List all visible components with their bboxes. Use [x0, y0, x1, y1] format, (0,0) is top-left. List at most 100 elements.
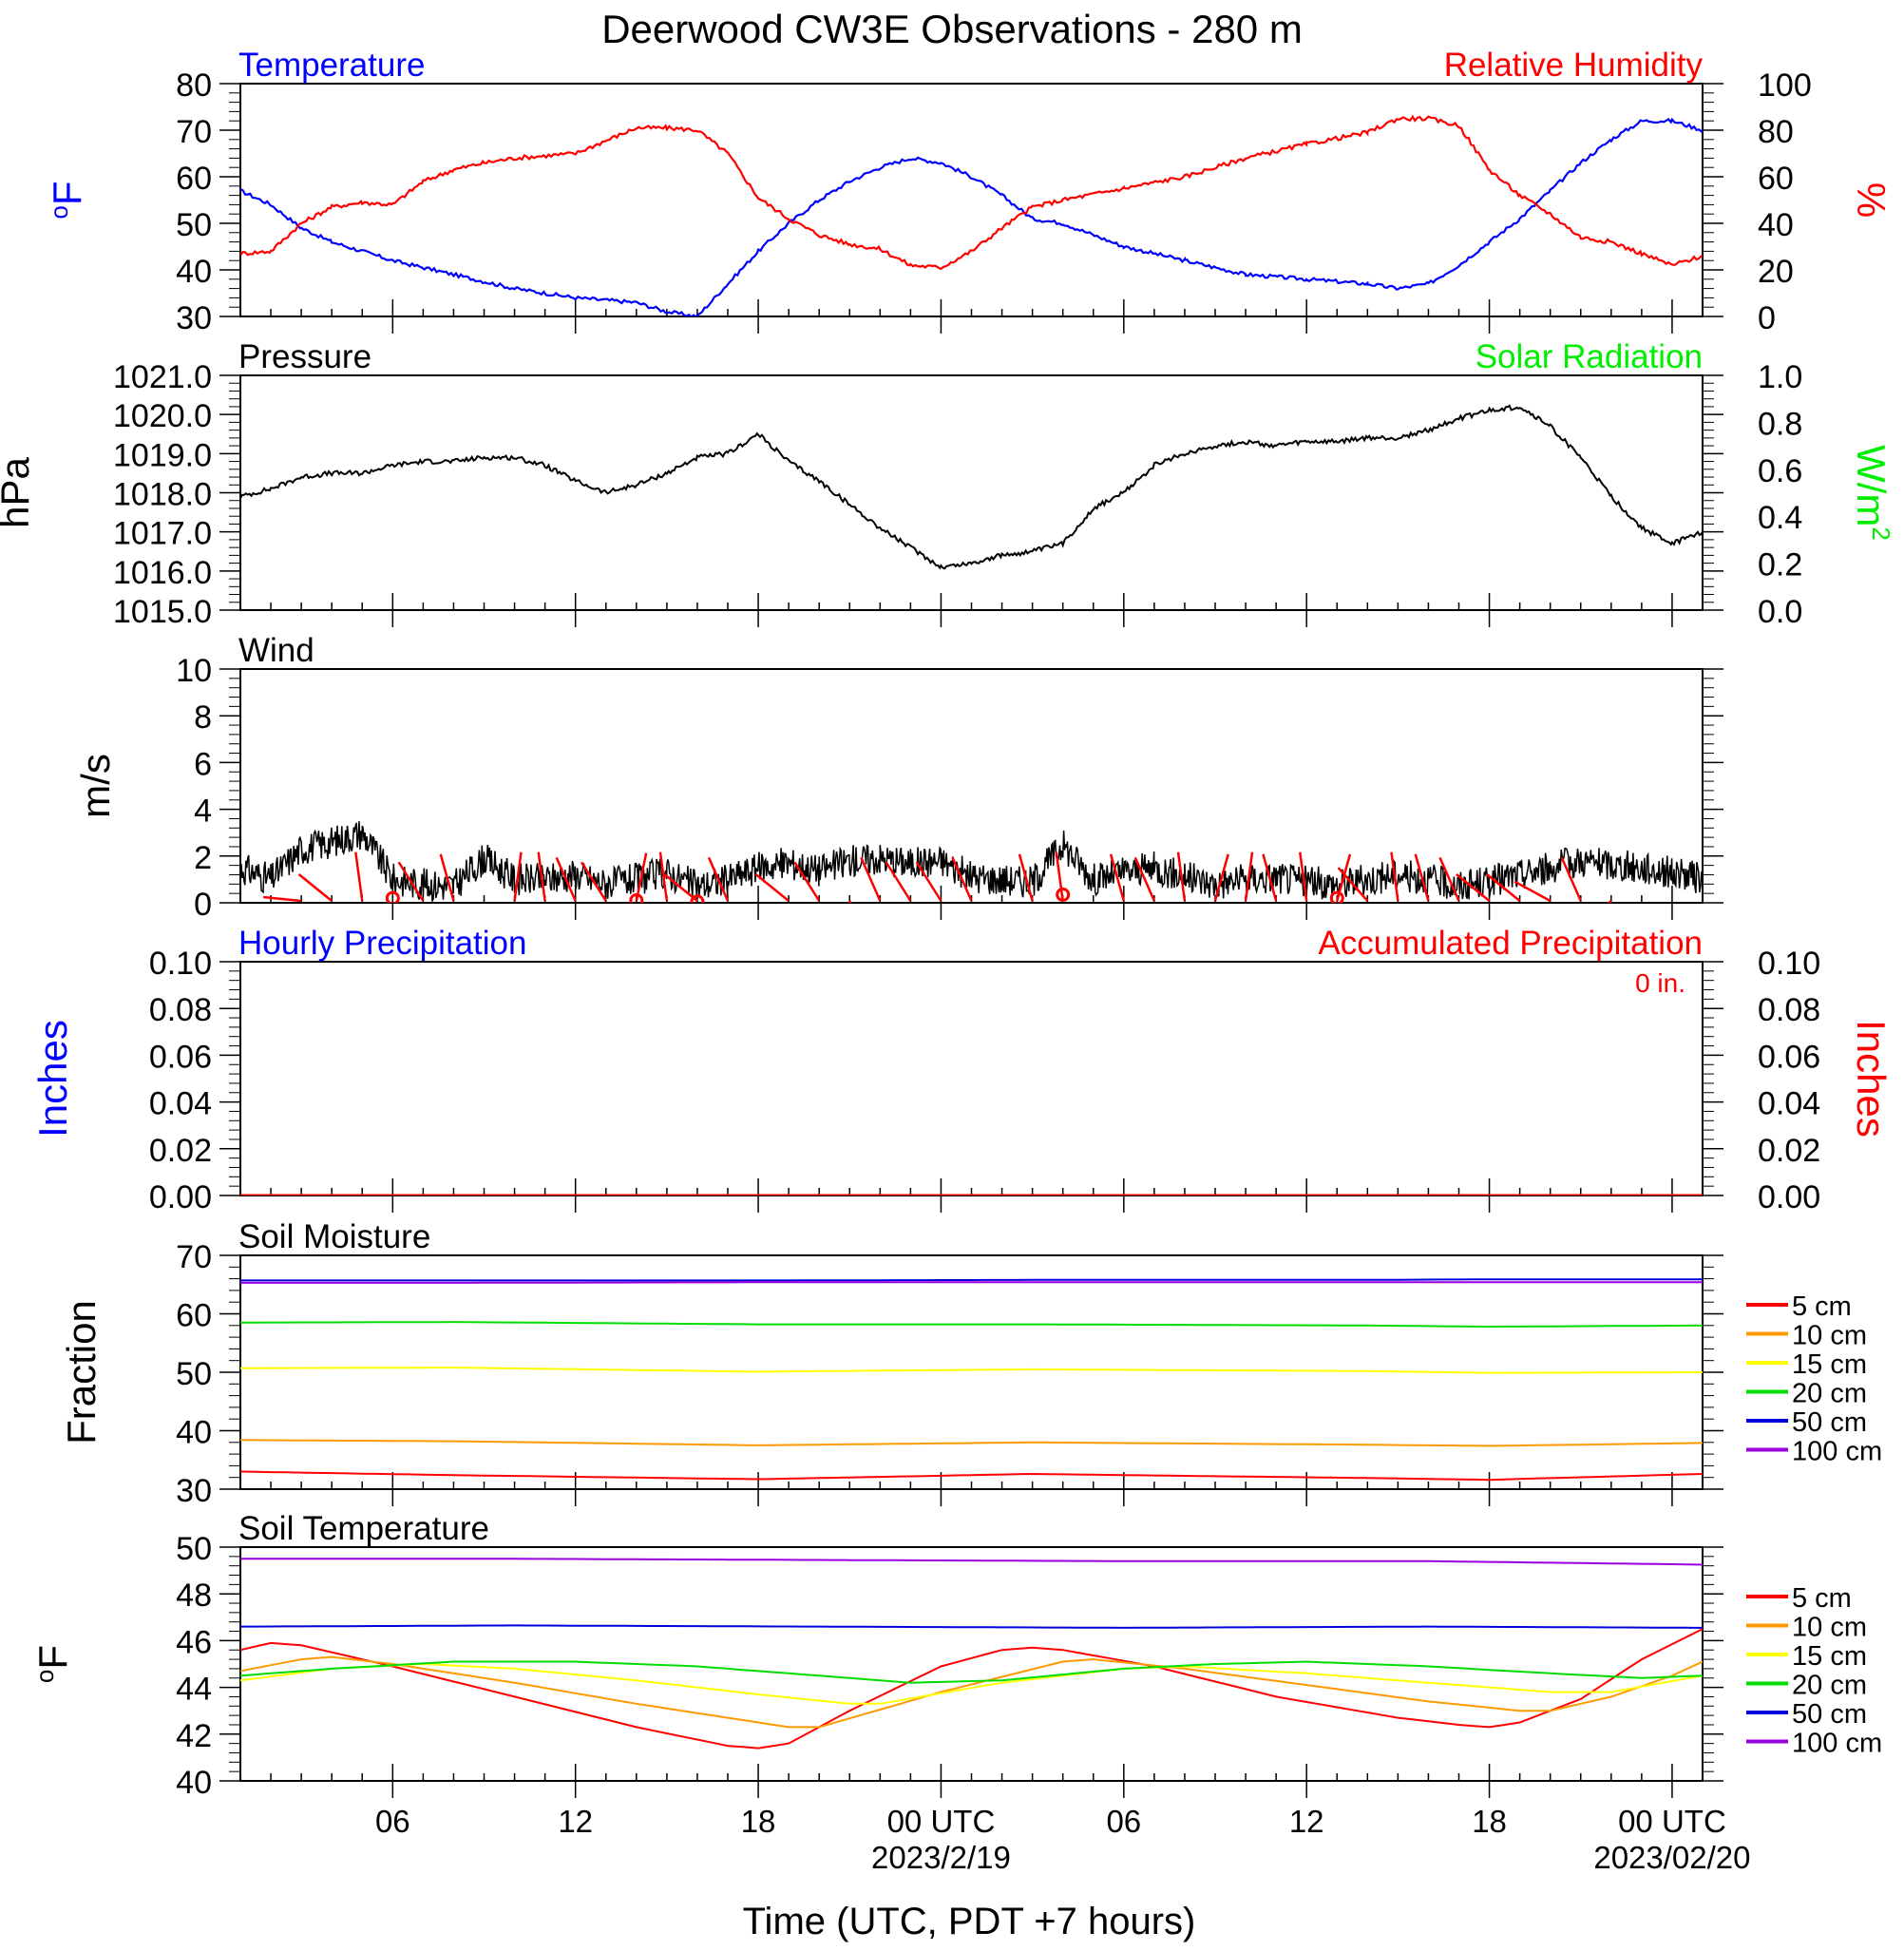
y-tick-label: 60	[176, 161, 212, 197]
y-right-tick-label: 0.00	[1758, 1179, 1820, 1215]
wind-barb	[263, 895, 302, 903]
series-group	[240, 114, 1703, 316]
y-axis-label-left: oF	[45, 181, 89, 219]
wind-barb	[1262, 853, 1278, 902]
panel-title-right: Solar Radiation	[1476, 338, 1703, 375]
y-tick-label: 1019.0	[113, 437, 212, 473]
y-tick-label: 2	[194, 840, 212, 876]
y-right-tick-label: 0.2	[1758, 547, 1802, 583]
y-tick-label: 6	[194, 746, 212, 782]
series-line-50-cm	[240, 1624, 1703, 1629]
series-group	[240, 1278, 1703, 1482]
x-tick-date-label: 2023/2/19	[871, 1840, 1011, 1875]
calm-circle	[1329, 890, 1344, 903]
wind-barb	[885, 861, 912, 902]
panel-title-left: Wind	[238, 632, 314, 669]
wind-barb	[1560, 856, 1582, 902]
y-tick-label: 0.00	[149, 1179, 212, 1215]
x-tick-label: 06	[1106, 1804, 1141, 1839]
y-tick-label: 10	[176, 653, 212, 689]
y-right-tick-label: 60	[1758, 161, 1794, 197]
y-tick-label: 46	[176, 1624, 212, 1660]
series-line-relative-humidity	[240, 114, 1703, 271]
y-right-tick-label: 0.4	[1758, 500, 1802, 536]
legend-label: 50 cm	[1792, 1699, 1867, 1730]
wind-barb	[1456, 873, 1491, 902]
y-right-tick-label: 0.6	[1758, 453, 1802, 489]
series-line-10-cm	[240, 1439, 1703, 1447]
y-tick-label: 50	[176, 207, 212, 243]
wind-barb	[707, 856, 730, 902]
wind-barb	[951, 856, 973, 902]
legend-label: 10 cm	[1792, 1321, 1867, 1351]
y-tick-label: 0.02	[149, 1133, 212, 1169]
y-tick-label: 80	[176, 67, 212, 104]
plot-frame	[239, 83, 1704, 317]
y-right-tick-label: 0	[1758, 300, 1776, 336]
wind-barb	[1213, 853, 1229, 902]
y-right-tick-label: 20	[1758, 254, 1794, 290]
panel-title-left: Pressure	[238, 338, 371, 375]
wind-barb	[1414, 853, 1430, 902]
panel-precip: 0.00 0.02 0.04 0.06 0.08 0.10 0.00 0.02 0.04 0.06…	[30, 925, 1894, 1215]
series-line-100-cm	[240, 1281, 1703, 1284]
series-line-15-cm	[240, 1367, 1703, 1374]
plot-frame	[239, 668, 1704, 904]
y-axis-label-left: oF	[30, 1645, 75, 1683]
wind-barb	[297, 873, 333, 902]
legend-label: 15 cm	[1792, 1641, 1867, 1672]
y-axis-label-right: Inches	[1849, 1020, 1894, 1138]
series-line-15-cm	[240, 1662, 1703, 1705]
wind-barb	[555, 856, 577, 902]
panel-title-right: Relative Humidity	[1444, 47, 1704, 84]
wind-barb	[658, 851, 669, 902]
y-axis-label-right: W/m2	[1849, 445, 1895, 541]
legend-label: 20 cm	[1792, 1379, 1867, 1409]
series-line-temperature	[240, 117, 1703, 316]
y-tick-label: 60	[176, 1298, 212, 1334]
calm-circle	[690, 894, 705, 903]
wind-barb	[1438, 856, 1460, 902]
y-axis-label-left: Fraction	[59, 1300, 104, 1444]
y-right-tick-label: 0.06	[1758, 1039, 1820, 1075]
wind-barb	[1109, 853, 1126, 902]
y-right-tick-label: 1.0	[1758, 359, 1802, 395]
wind-barb	[1486, 873, 1521, 902]
legend-label: 100 cm	[1792, 1729, 1882, 1759]
precip-total: 0 in.	[1635, 968, 1685, 998]
wind-barb	[1244, 851, 1254, 902]
panel-title-left: Soil Temperature	[238, 1510, 489, 1547]
wind-barb	[793, 861, 821, 902]
y-tick-label: 30	[176, 1473, 212, 1509]
series-line-5-cm	[240, 1470, 1703, 1482]
y-right-tick-label: 0.8	[1758, 406, 1802, 442]
y-right-tick-label: 40	[1758, 207, 1794, 243]
x-tick-label: 00 UTC	[887, 1804, 996, 1839]
wind-barb	[915, 861, 942, 902]
wind-barb	[848, 900, 852, 903]
y-tick-label: 0.06	[149, 1039, 212, 1075]
panel-wind: 0 2 4 6 8 10 Wind m/s	[73, 632, 1723, 923]
wind-barb	[1390, 851, 1399, 902]
legend-label: 15 cm	[1792, 1349, 1867, 1380]
panel-title-left: Hourly Precipitation	[238, 925, 526, 962]
plot-frame	[239, 1546, 1704, 1782]
wind-barb	[1176, 851, 1187, 902]
wind-barb	[1018, 853, 1034, 902]
series-line-100-cm	[240, 1558, 1703, 1566]
series-line-10-cm	[240, 1655, 1703, 1729]
x-tick-label: 00 UTC	[1618, 1804, 1726, 1839]
y-tick-label: 70	[176, 114, 212, 150]
series-line-20-cm	[240, 1321, 1703, 1329]
y-right-tick-label: 0.10	[1758, 946, 1820, 982]
y-tick-label: 50	[176, 1356, 212, 1392]
series-group	[240, 821, 1703, 903]
y-tick-label: 40	[176, 1765, 212, 1801]
wind-barb	[439, 853, 455, 902]
calm-circle	[1056, 887, 1071, 902]
y-tick-label: 0.08	[149, 992, 212, 1028]
y-right-tick-label: 80	[1758, 114, 1794, 150]
y-tick-label: 70	[176, 1239, 212, 1275]
